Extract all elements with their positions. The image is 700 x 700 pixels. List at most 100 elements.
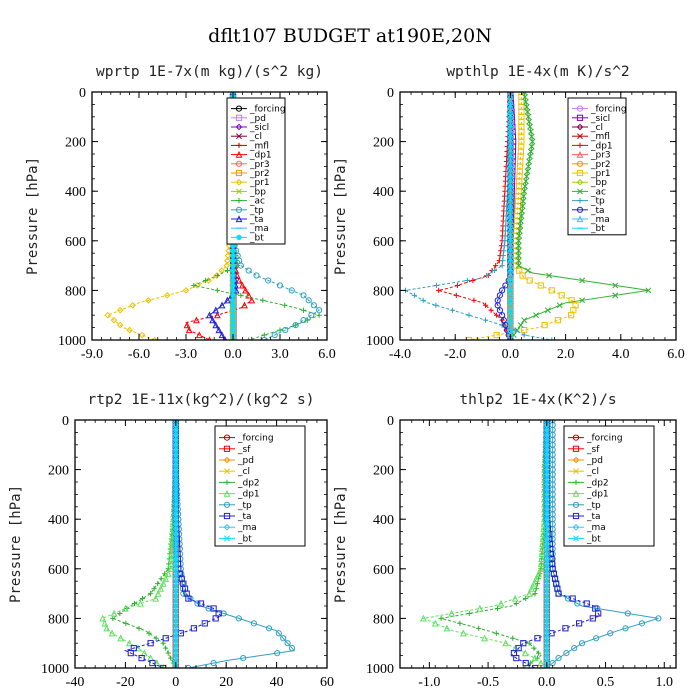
data-point <box>522 178 529 185</box>
data-point <box>172 650 179 657</box>
legend-marker <box>576 105 584 112</box>
data-point <box>167 565 175 572</box>
data-point <box>543 496 550 503</box>
data-point <box>519 203 526 210</box>
data-point <box>543 526 550 533</box>
data-point <box>543 600 550 607</box>
legend-marker <box>577 133 583 140</box>
y-tick-label: 0 <box>62 414 69 429</box>
legend-label: _pr2 <box>249 169 270 179</box>
chart-panel-3: rtp2 1E-11x(kg^2)/(kg^2 s) Pressure [hPa]… <box>8 392 334 690</box>
data-point <box>172 665 179 668</box>
data-point <box>527 123 533 130</box>
x-tick-label: -9.0 <box>81 347 103 362</box>
data-point <box>153 635 159 641</box>
data-point <box>554 317 561 324</box>
data-point <box>230 272 236 279</box>
data-point <box>284 640 291 647</box>
data-point <box>260 297 266 303</box>
legend-label: _cl <box>590 123 603 133</box>
data-point <box>501 243 507 249</box>
data-point <box>516 227 523 234</box>
data-point <box>162 575 170 582</box>
legend-marker <box>235 169 243 177</box>
y-axis-label: Pressure [hPa] <box>25 157 41 275</box>
data-point <box>230 317 236 323</box>
data-point <box>213 311 221 319</box>
data-point <box>543 436 550 443</box>
data-point <box>241 301 248 309</box>
data-point <box>624 610 631 617</box>
data-point <box>172 590 179 597</box>
data-point <box>172 496 179 503</box>
data-point <box>237 262 244 269</box>
data-point <box>622 625 629 632</box>
chart-panels: wprtp 1E-7x(m kg)/(s^2 kg) Pressure [hPa]… <box>8 64 685 690</box>
data-point <box>519 272 526 279</box>
data-point <box>493 331 500 339</box>
data-point <box>482 317 489 323</box>
legend-label: _dp1 <box>249 151 272 161</box>
data-point <box>224 267 231 274</box>
data-point <box>525 163 532 170</box>
data-point <box>494 312 500 318</box>
data-point <box>420 614 427 622</box>
legend-marker <box>235 215 243 223</box>
data-point <box>214 272 220 279</box>
data-point <box>282 326 289 334</box>
data-point <box>212 615 219 622</box>
legend-marker <box>224 479 230 485</box>
data-point <box>300 307 307 313</box>
data-point <box>160 664 167 668</box>
data-point <box>172 575 179 582</box>
data-point <box>578 640 586 647</box>
data-point <box>153 659 161 667</box>
data-point <box>522 98 529 105</box>
data-point <box>206 311 213 319</box>
data-point <box>543 461 550 468</box>
plot-frame <box>91 91 328 341</box>
data-point <box>526 158 533 165</box>
data-point <box>172 466 179 473</box>
data-point <box>300 317 307 324</box>
series-line-dp2 <box>111 420 177 668</box>
data-point <box>183 321 191 329</box>
legend-label: _bt <box>590 224 605 234</box>
data-point <box>543 605 550 612</box>
legend-label: _sicl <box>590 114 610 124</box>
legend-marker <box>235 178 243 186</box>
data-point <box>157 584 165 592</box>
y-tick-label: 800 <box>65 284 86 299</box>
data-point <box>215 326 223 334</box>
legend-marker <box>576 160 584 167</box>
data-point <box>524 168 531 175</box>
data-point <box>288 645 296 652</box>
data-point <box>172 491 179 498</box>
data-point <box>148 591 154 597</box>
data-point <box>541 322 548 329</box>
y-tick-label: 200 <box>65 136 86 151</box>
data-point <box>172 476 179 483</box>
legend-label: _cl <box>249 132 262 142</box>
data-point <box>172 451 179 458</box>
x-tick-label: 20 <box>219 675 233 690</box>
legend-marker <box>577 142 583 148</box>
x-tick-label: 0.0 <box>538 675 556 690</box>
data-point <box>138 331 146 339</box>
data-point <box>589 615 596 622</box>
x-tick-label: -4.0 <box>389 347 411 362</box>
series-line-tp <box>404 92 552 340</box>
data-point <box>172 420 179 423</box>
legend-marker <box>223 445 231 452</box>
data-point <box>116 321 124 329</box>
data-point <box>543 645 550 652</box>
data-point <box>527 153 533 160</box>
data-point <box>431 619 439 627</box>
data-point <box>172 550 179 557</box>
data-point <box>516 232 523 239</box>
data-point <box>310 302 318 309</box>
data-point <box>138 654 145 662</box>
data-point <box>172 630 179 637</box>
data-point <box>230 297 236 304</box>
